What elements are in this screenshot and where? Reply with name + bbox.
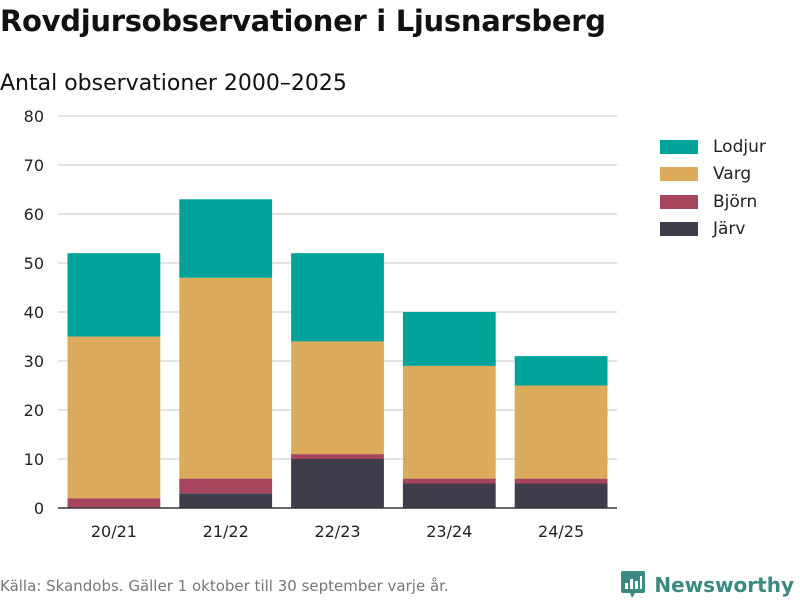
x-tick-label: 22/23 (314, 522, 360, 541)
y-tick-label: 0 (34, 499, 44, 518)
legend-swatch (660, 194, 698, 209)
legend: Lodjur Varg Björn Järv (660, 133, 766, 243)
bar-lodjur (67, 253, 161, 337)
bar-järv (402, 483, 496, 508)
bar-björn (402, 478, 496, 484)
legend-label: Björn (713, 191, 758, 212)
brand-name: Newsworthy (654, 573, 794, 597)
bar-lodjur (291, 253, 384, 342)
brand-logo[interactable]: Newsworthy (620, 570, 794, 600)
bar-lodjur (179, 199, 273, 278)
y-tick-label: 10 (24, 450, 44, 469)
legend-label: Lodjur (713, 136, 766, 157)
bar-björn (67, 498, 161, 508)
legend-swatch (660, 139, 698, 154)
y-tick-label: 60 (24, 205, 44, 224)
x-tick-label: 24/25 (538, 522, 584, 541)
source-note: Källa: Skandobs. Gäller 1 oktober till 3… (0, 577, 449, 595)
bar-lodjur (402, 312, 496, 366)
y-tick-label: 70 (24, 156, 44, 175)
bar-björn (179, 478, 273, 494)
bar-järv (179, 493, 273, 508)
legend-item-jarv: Järv (660, 216, 766, 244)
legend-swatch (660, 222, 698, 237)
legend-item-lodjur: Lodjur (660, 133, 766, 161)
y-tick-label: 40 (24, 303, 44, 322)
legend-label: Varg (713, 164, 752, 185)
legend-swatch (660, 167, 698, 182)
y-tick-label: 20 (24, 401, 44, 420)
legend-item-varg: Varg (660, 161, 766, 189)
bar-björn (291, 454, 384, 459)
legend-label: Järv (713, 219, 746, 240)
bar-varg (291, 341, 384, 455)
bar-varg (67, 336, 161, 499)
newsworthy-icon (621, 571, 646, 598)
x-tick-label: 21/22 (203, 522, 249, 541)
y-tick-label: 30 (24, 352, 44, 371)
bar-varg (514, 385, 608, 479)
legend-item-bjorn: Björn (660, 188, 766, 216)
bar-lodjur (514, 356, 608, 386)
bar-varg (402, 365, 496, 479)
bars (67, 199, 608, 508)
x-tick-label: 20/21 (91, 522, 137, 541)
bar-varg (179, 277, 273, 479)
x-tick-label: 23/24 (426, 522, 472, 541)
bar-järv (514, 483, 608, 508)
chart-title: Rovdjursobservationer i Ljusnarsberg (0, 4, 606, 38)
bar-järv (291, 459, 384, 508)
bar-björn (514, 478, 608, 484)
y-tick-label: 50 (24, 254, 44, 273)
y-tick-label: 80 (24, 107, 44, 126)
axes: 0 10 20 30 40 50 60 70 80 20/21 21/22 22/23 23/24 24/… (24, 107, 617, 541)
chart-subtitle: Antal observationer 2000–2025 (0, 71, 347, 96)
